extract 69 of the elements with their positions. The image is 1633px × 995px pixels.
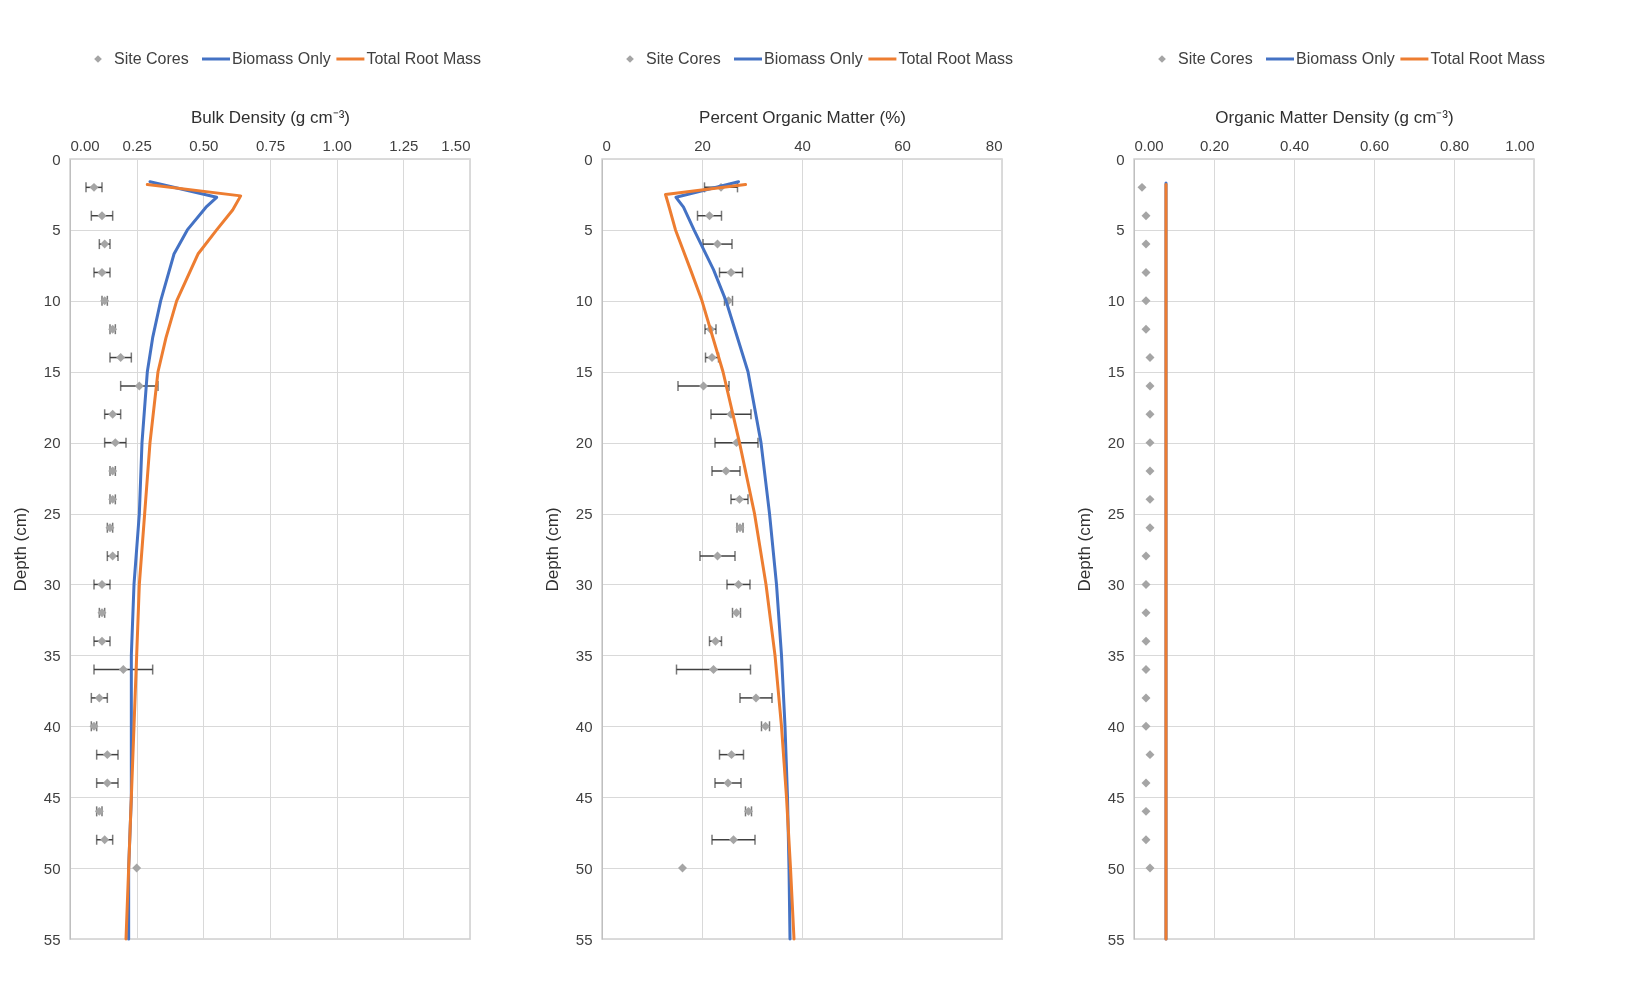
legend-label: Site Cores bbox=[1178, 50, 1253, 67]
x-tick-label: 0 bbox=[602, 136, 611, 154]
y-tick-label: 20 bbox=[575, 434, 593, 452]
y-axis-title: Depth (cm) bbox=[542, 507, 562, 592]
y-tick-label: 15 bbox=[575, 363, 593, 381]
legend-label: Biomass Only bbox=[232, 50, 331, 67]
y-tick-label: 15 bbox=[43, 363, 61, 381]
x-tick-label: 0.00 bbox=[70, 136, 100, 154]
y-tick-label: 45 bbox=[1107, 788, 1125, 806]
y-tick-label: 20 bbox=[1107, 434, 1125, 452]
x-tick-label: 1.00 bbox=[322, 136, 352, 154]
legend-label: Total Root Mass bbox=[366, 50, 482, 67]
y-tick-label: 0 bbox=[584, 150, 593, 168]
x-tick-label: 0.80 bbox=[1439, 136, 1470, 154]
x-tick-label: 1.00 bbox=[1505, 136, 1535, 154]
x-tick-label: 60 bbox=[894, 136, 911, 154]
y-tick-label: 30 bbox=[43, 575, 61, 593]
y-axis-title: Depth (cm) bbox=[1074, 507, 1094, 592]
x-tick-label: 0.50 bbox=[189, 136, 219, 154]
y-axis-title: Depth (cm) bbox=[10, 507, 30, 592]
y-tick-label: 50 bbox=[575, 859, 593, 877]
x-tick-label: 0.40 bbox=[1279, 136, 1310, 154]
y-tick-label: 15 bbox=[1107, 363, 1125, 381]
x-tick-label: 80 bbox=[985, 136, 1003, 154]
y-tick-label: 55 bbox=[575, 930, 593, 948]
x-axis-title: Organic Matter Density (g cm⁻³) bbox=[1215, 107, 1454, 127]
y-tick-label: 5 bbox=[52, 221, 61, 239]
y-tick-label: 0 bbox=[52, 150, 61, 168]
legend-label: Total Root Mass bbox=[898, 50, 1014, 67]
y-tick-label: 30 bbox=[1107, 575, 1125, 593]
x-tick-label: 40 bbox=[794, 136, 811, 154]
y-tick-label: 25 bbox=[575, 505, 593, 523]
x-tick-label: 0.60 bbox=[1359, 136, 1390, 154]
x-axis-title: Percent Organic Matter (%) bbox=[699, 107, 906, 127]
y-tick-label: 5 bbox=[584, 221, 593, 239]
legend-label: Biomass Only bbox=[764, 50, 863, 67]
y-tick-label: 20 bbox=[43, 434, 61, 452]
y-tick-label: 50 bbox=[43, 859, 61, 877]
y-tick-label: 40 bbox=[1107, 717, 1125, 735]
x-tick-label: 0.00 bbox=[1134, 136, 1164, 154]
y-tick-label: 40 bbox=[43, 717, 61, 735]
y-tick-label: 50 bbox=[1107, 859, 1125, 877]
legend-label: Site Cores bbox=[114, 50, 189, 67]
x-tick-label: 1.50 bbox=[441, 136, 471, 154]
y-tick-label: 25 bbox=[1107, 505, 1125, 523]
y-tick-label: 10 bbox=[1107, 292, 1125, 310]
y-tick-label: 35 bbox=[575, 646, 593, 664]
x-tick-label: 0.75 bbox=[255, 136, 286, 154]
y-tick-label: 10 bbox=[43, 292, 61, 310]
legend-label: Total Root Mass bbox=[1430, 50, 1546, 67]
y-tick-label: 35 bbox=[43, 646, 61, 664]
x-tick-label: 20 bbox=[694, 136, 711, 154]
legend-label: Biomass Only bbox=[1296, 50, 1395, 67]
y-tick-label: 10 bbox=[575, 292, 593, 310]
y-tick-label: 25 bbox=[43, 505, 61, 523]
legend-label: Site Cores bbox=[646, 50, 721, 67]
y-tick-label: 5 bbox=[1116, 221, 1125, 239]
y-tick-label: 45 bbox=[575, 788, 593, 806]
y-tick-label: 0 bbox=[1116, 150, 1125, 168]
y-tick-label: 55 bbox=[1107, 930, 1125, 948]
y-tick-label: 40 bbox=[575, 717, 593, 735]
y-tick-label: 55 bbox=[43, 930, 61, 948]
y-tick-label: 30 bbox=[575, 575, 593, 593]
y-tick-label: 35 bbox=[1107, 646, 1125, 664]
x-tick-label: 0.20 bbox=[1199, 136, 1230, 154]
x-axis-title: Bulk Density (g cm⁻³) bbox=[190, 107, 351, 127]
y-tick-label: 45 bbox=[43, 788, 61, 806]
x-tick-label: 0.25 bbox=[122, 136, 152, 154]
x-tick-label: 1.25 bbox=[389, 136, 419, 154]
